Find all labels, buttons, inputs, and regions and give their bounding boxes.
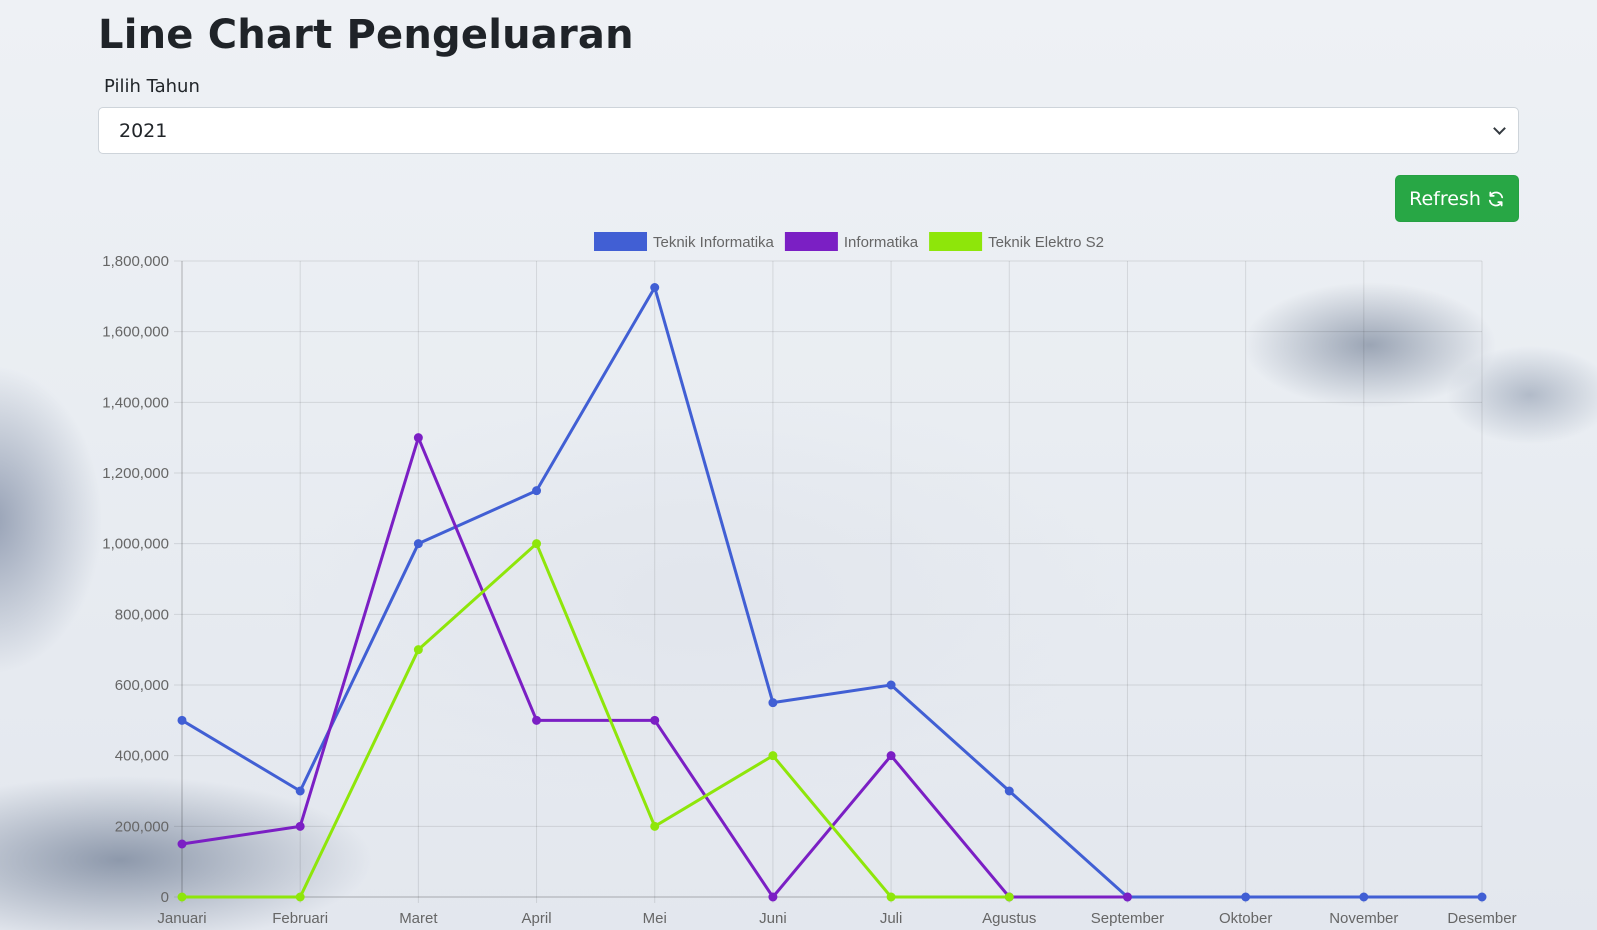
data-point [650,715,660,725]
y-tick-label: 800,000 [115,606,169,623]
y-tick-label: 200,000 [115,818,169,835]
data-point [295,821,305,831]
data-point [532,539,542,549]
series-line-0 [181,286,1482,899]
x-tick-label: September [1091,910,1164,927]
data-point [886,892,896,902]
data-point [650,283,660,292]
x-tick-label: April [522,910,552,927]
data-point [177,839,187,849]
x-tick-label: Juli [880,910,903,927]
data-point [1122,892,1132,902]
data-point [768,698,778,708]
x-tick-label: Januari [157,910,206,927]
data-point [768,751,778,761]
refresh-button-label: Refresh [1409,187,1481,210]
refresh-icon [1487,190,1505,208]
x-tick-label: November [1329,910,1398,927]
data-point [1477,892,1487,902]
x-tick-label: Desember [1447,910,1516,927]
series-line-2 [182,542,1010,899]
year-select-label: Pilih Tahun [104,76,200,97]
legend-label: Informatika [844,234,919,251]
legend-swatch [594,232,648,251]
data-point [295,892,305,902]
data-point [413,645,423,655]
data-point [532,715,542,725]
data-point [1359,892,1369,902]
legend-swatch [784,232,838,251]
y-tick-label: 1,000,000 [102,536,169,553]
data-point [177,892,187,902]
data-point [413,433,423,443]
y-tick-label: 600,000 [115,677,169,694]
x-tick-label: Mei [643,910,667,927]
legend-label: Teknik Elektro S2 [988,234,1104,251]
year-select-value: 2021 [119,119,168,142]
legend-swatch [929,232,983,251]
y-tick-label: 400,000 [115,748,169,765]
data-point [768,892,778,902]
x-tick-label: Oktober [1219,910,1272,927]
data-point [413,539,423,549]
data-point [886,680,896,690]
y-tick-label: 1,800,000 [102,253,169,270]
data-point [295,786,305,796]
data-point [1004,786,1014,796]
y-tick-label: 1,200,000 [102,465,169,482]
y-tick-label: 1,600,000 [102,324,169,341]
x-tick-label: Maret [399,910,438,927]
y-tick-label: 0 [161,889,169,906]
data-point [1004,892,1014,902]
x-tick-label: Februari [272,910,328,927]
x-tick-label: Juni [759,910,787,927]
data-point [1241,892,1251,902]
data-point [177,715,187,725]
y-tick-label: 1,400,000 [102,394,169,411]
data-point [532,486,542,496]
page-title: Line Chart Pengeluaran [98,12,634,58]
legend-label: Teknik Informatika [653,234,775,251]
data-point [886,751,896,761]
year-select[interactable]: 2021 [98,107,1519,154]
refresh-button[interactable]: Refresh [1395,175,1519,222]
data-point [650,821,660,831]
x-tick-label: Agustus [982,910,1036,927]
